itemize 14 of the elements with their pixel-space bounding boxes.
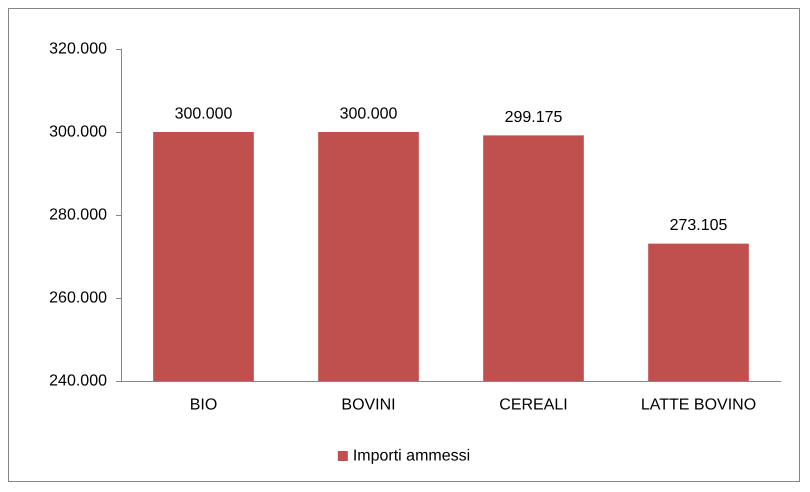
y-tick-label: 320.000 [49, 40, 108, 58]
y-tick-label: 240.000 [49, 372, 108, 390]
legend-label: Importi ammessi [352, 448, 470, 464]
y-tick-label: 300.000 [49, 124, 108, 140]
data-label: 299.175 [504, 108, 563, 126]
y-tick-label: 260.000 [49, 290, 108, 306]
data-label: 300.000 [174, 106, 233, 122]
x-tick-label: BIO [190, 396, 218, 414]
x-tick-label: CEREALI [499, 396, 568, 414]
data-label: 273.105 [670, 217, 728, 234]
data-label: 300.000 [340, 106, 398, 122]
x-tick-label: LATTE BOVINO [640, 396, 756, 414]
y-tick-label: 280.000 [49, 206, 108, 224]
x-tick-label: BOVINI [341, 396, 396, 414]
